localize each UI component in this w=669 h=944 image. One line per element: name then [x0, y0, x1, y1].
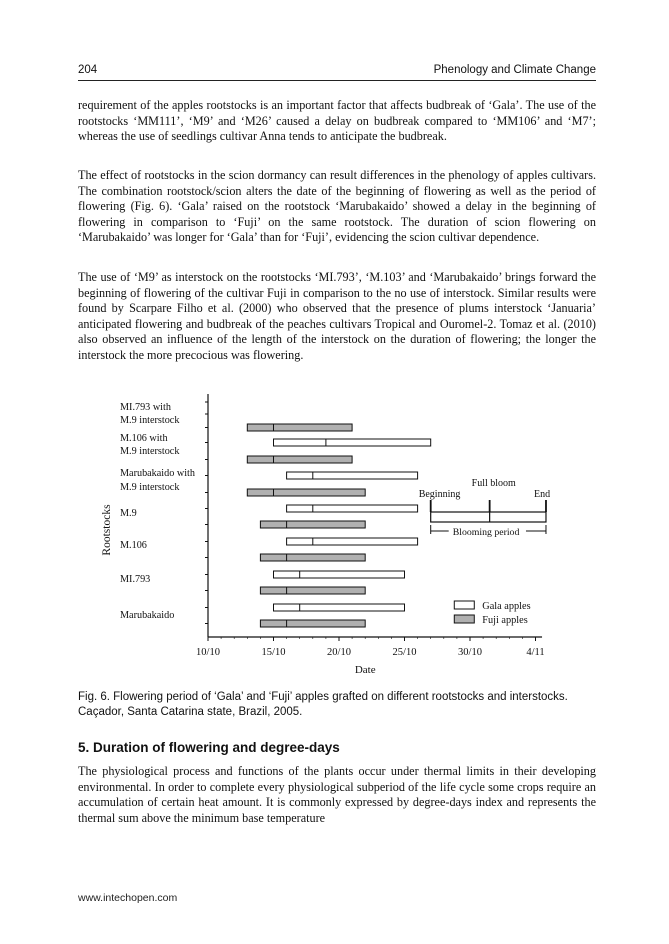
fuji-bar	[259, 520, 366, 529]
gala-bar	[286, 471, 419, 480]
fuji-bar	[259, 619, 366, 628]
figure-caption: Fig. 6. Flowering period of ‘Gala’ and ‘…	[78, 691, 568, 718]
section-heading: 5. Duration of flowering and degree-days	[78, 740, 340, 755]
paragraph-3: The use of ‘M9’ as interstock on the roo…	[78, 270, 596, 362]
gala-bar	[286, 504, 419, 513]
paragraph-1: requirement of the apples rootstocks is …	[78, 98, 596, 143]
y-axis-label: Rootstocks	[101, 504, 113, 556]
fuji-bar	[259, 586, 366, 595]
page-header: 204 Phenology and Climate Change	[78, 62, 596, 81]
legend-swatch	[453, 600, 475, 610]
category-label: M.9 interstock	[120, 415, 180, 426]
annotation-bar	[430, 511, 547, 523]
annotation-full-bloom-label: Full bloom	[472, 478, 516, 489]
gala-bar	[273, 438, 432, 447]
fuji-bar	[259, 553, 366, 562]
x-axis-label: Date	[355, 664, 376, 676]
x-tick-label: 10/10	[196, 647, 220, 658]
gala-bar	[286, 537, 419, 546]
category-label: M.9 interstock	[120, 482, 180, 493]
category-label: M.9 interstock	[120, 446, 180, 457]
category-label: Marubakaido	[120, 610, 174, 621]
x-tick-label: 30/10	[458, 647, 482, 658]
fuji-bar	[246, 488, 366, 497]
gala-bar	[273, 570, 405, 579]
legend-label: Gala apples	[482, 601, 530, 612]
legend-swatch	[453, 614, 475, 624]
paragraph-2: The effect of rootstocks in the scion do…	[78, 168, 596, 244]
fuji-bar	[246, 455, 353, 464]
annotation-period-label: Blooming period	[453, 527, 520, 538]
section-paragraph: The physiological process and functions …	[78, 764, 596, 825]
category-label: MI.793 with	[120, 402, 171, 413]
gala-bar	[273, 603, 405, 612]
annotation-beginning-label: Beginning	[419, 489, 461, 500]
x-tick-label: 20/10	[327, 647, 351, 658]
category-label: M.106	[120, 540, 147, 551]
legend-label: Fuji apples	[482, 615, 527, 626]
category-label: MI.793	[120, 574, 150, 585]
category-label: Marubakaido with	[120, 468, 195, 479]
annotation-end-label: End	[534, 489, 550, 500]
x-tick-label: 4/11	[526, 647, 544, 658]
flowering-period-chart: 10/10 15/10 20/10 25/10 30/10 4/11 Date Rootsto…	[101, 394, 550, 676]
x-tick-label: 25/10	[393, 647, 417, 658]
footer-url: www.intechopen.com	[78, 892, 178, 904]
running-title: Phenology and Climate Change	[433, 64, 596, 76]
category-label: M.106 with	[120, 433, 168, 444]
fuji-bar	[246, 423, 353, 432]
x-tick-label: 15/10	[262, 647, 286, 658]
page-number: 204	[78, 64, 98, 76]
category-label: M.9	[120, 508, 137, 519]
